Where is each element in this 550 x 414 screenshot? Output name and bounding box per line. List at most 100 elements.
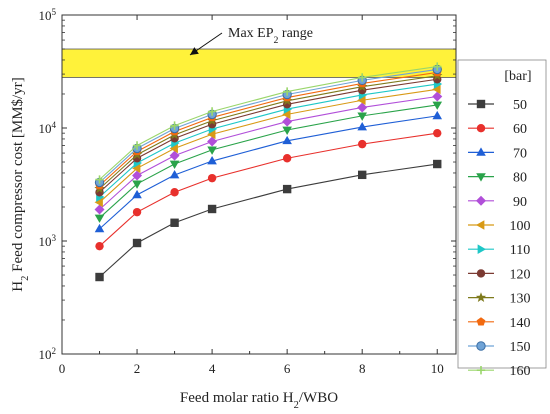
legend-label-60-part: 60 bbox=[513, 122, 527, 137]
point-70-2 bbox=[169, 169, 180, 179]
x-tick-label-0-part: 0 bbox=[59, 361, 66, 376]
legend-swatch-marker-140 bbox=[476, 317, 486, 326]
legend-swatch-marker-160 bbox=[476, 366, 486, 375]
series-70 bbox=[94, 110, 443, 233]
x-tick-label-0: 0 bbox=[59, 361, 66, 376]
legend-label-150: 150 bbox=[510, 340, 531, 355]
point-80-0 bbox=[94, 214, 105, 223]
legend-label-120-part: 120 bbox=[510, 267, 531, 282]
annotation-layer: Max EP2 range bbox=[189, 26, 313, 56]
series-line-70 bbox=[99, 115, 438, 230]
point-160-6 bbox=[433, 62, 442, 71]
point-60-0 bbox=[95, 241, 104, 251]
legend-entry-120: 120 bbox=[468, 267, 531, 282]
point-70-3 bbox=[207, 156, 217, 165]
point-50-3 bbox=[207, 204, 217, 214]
x-tick-label-4: 8 bbox=[359, 361, 366, 376]
point-50-6 bbox=[433, 159, 442, 169]
legend-entry-90: 90 bbox=[468, 195, 527, 210]
point-80-4 bbox=[282, 126, 292, 136]
point-50-2 bbox=[170, 218, 179, 227]
y-axis-title-suffix: Feed compressor cost [MM$/yr] bbox=[10, 77, 26, 275]
legend-label-140-part: 140 bbox=[510, 316, 531, 331]
x-tick-label-4-part: 8 bbox=[359, 361, 366, 376]
point-50-1 bbox=[132, 238, 142, 248]
x-tick-label-1: 2 bbox=[134, 361, 141, 376]
y-tick-label-1: 103 bbox=[38, 233, 56, 249]
series-layer bbox=[94, 62, 443, 282]
legend-entry-130: 130 bbox=[468, 292, 531, 307]
legend-title-part: [bar] bbox=[504, 69, 531, 84]
legend-swatch-marker-50 bbox=[476, 99, 486, 109]
legend-label-130: 130 bbox=[510, 292, 531, 307]
series-line-90 bbox=[99, 95, 438, 210]
legend-entry-60: 60 bbox=[468, 122, 527, 137]
point-70-6 bbox=[432, 110, 443, 120]
legend-entry-140: 140 bbox=[468, 316, 531, 331]
y-axis-title-main: H bbox=[10, 281, 26, 292]
point-160-4 bbox=[282, 87, 292, 96]
point-50-5 bbox=[357, 170, 367, 180]
point-90-5 bbox=[357, 102, 368, 113]
y-tick-base-0: 10 bbox=[38, 347, 51, 362]
series-90 bbox=[94, 91, 443, 215]
plot-frame bbox=[61, 14, 457, 355]
max-ep2-range-band bbox=[61, 48, 457, 78]
point-60-5 bbox=[357, 139, 367, 149]
legend-label-110-part: 110 bbox=[510, 243, 530, 258]
point-160-0 bbox=[95, 175, 104, 184]
legend-swatch-marker-80 bbox=[476, 173, 486, 182]
annot-suffix: range bbox=[278, 26, 313, 41]
point-60-1 bbox=[132, 207, 142, 217]
point-60-3 bbox=[207, 173, 217, 183]
legend-entry-50: 50 bbox=[468, 98, 527, 113]
legend-label-140: 140 bbox=[510, 316, 531, 331]
x-tick-label-5-part: 10 bbox=[431, 361, 444, 376]
point-160-5 bbox=[357, 73, 367, 82]
legend-swatch-marker-90 bbox=[476, 195, 486, 206]
x-tick-label-5: 10 bbox=[431, 361, 444, 376]
point-100-4 bbox=[282, 109, 291, 120]
legend-entry-100: 100 bbox=[468, 219, 531, 234]
point-60-6 bbox=[433, 128, 442, 138]
legend-label-150-part: 150 bbox=[510, 340, 531, 355]
point-90-0 bbox=[94, 204, 105, 215]
legend-entry-110: 110 bbox=[468, 243, 530, 258]
y-tick-label-3: 105 bbox=[38, 7, 56, 23]
y-tick-exp-2: 4 bbox=[51, 120, 56, 130]
point-80-1 bbox=[132, 180, 142, 189]
point-100-0 bbox=[94, 197, 103, 208]
point-70-1 bbox=[132, 189, 142, 199]
legend-label-100: 100 bbox=[510, 219, 531, 234]
series-line-50 bbox=[99, 163, 438, 278]
legend-swatch-marker-130 bbox=[475, 292, 487, 302]
legend-label-90-part: 90 bbox=[513, 195, 527, 210]
point-80-6 bbox=[432, 101, 443, 110]
y-tick-exp-1: 3 bbox=[51, 233, 56, 243]
legend-layer: [bar] 50 60 70 80 90 100 110 120 130 140 150 160 bbox=[457, 59, 547, 379]
point-100-5 bbox=[357, 95, 366, 106]
legend-swatch-marker-100 bbox=[476, 220, 485, 230]
legend-entry-160: 160 bbox=[468, 364, 531, 379]
legend-entry-80: 80 bbox=[468, 171, 527, 186]
series-line-60 bbox=[99, 132, 438, 247]
legend-label-160: 160 bbox=[510, 364, 531, 379]
point-60-2 bbox=[170, 188, 179, 197]
point-160-3 bbox=[207, 107, 217, 116]
series-150 bbox=[94, 64, 442, 188]
legend-label-130-part: 130 bbox=[510, 292, 531, 307]
x-tick-label-1-part: 2 bbox=[134, 361, 141, 376]
point-100-2 bbox=[169, 143, 178, 154]
legend-swatch-marker-110 bbox=[477, 244, 486, 254]
point-90-2 bbox=[169, 150, 180, 161]
annot-sub: 2 bbox=[274, 35, 279, 46]
legend-label-110: 110 bbox=[510, 243, 530, 258]
legend-box bbox=[457, 59, 547, 369]
legend-label-120: 120 bbox=[510, 267, 531, 282]
point-160-2 bbox=[170, 121, 179, 130]
series-50 bbox=[95, 159, 442, 282]
legend-title: [bar] bbox=[504, 69, 531, 84]
series-60 bbox=[95, 128, 442, 251]
